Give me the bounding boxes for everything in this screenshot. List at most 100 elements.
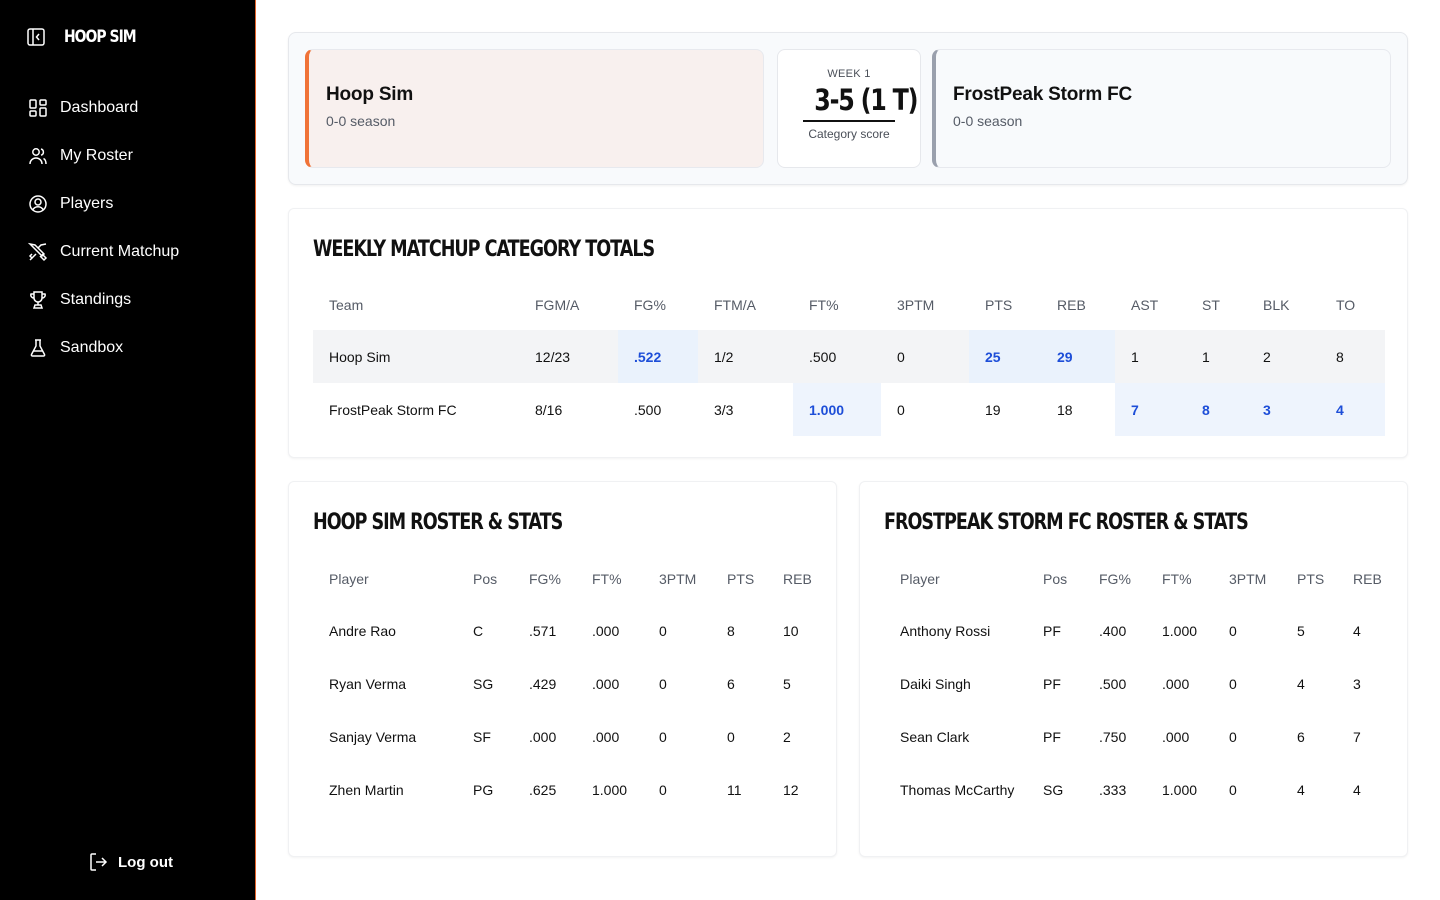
column-header: REB: [783, 571, 812, 587]
away-roster-panel: FrostPeak Storm FC Roster & Stats Player…: [859, 481, 1408, 857]
player-name[interactable]: Sanjay Verma: [329, 728, 417, 745]
home-roster-title: Hoop Sim Roster & Stats: [313, 510, 563, 535]
stat-cell: .000: [592, 728, 620, 745]
stat-cell: PF: [1043, 675, 1061, 692]
users-icon: [28, 146, 48, 166]
stat-cell: SG: [1043, 781, 1064, 798]
column-header: FG%: [1099, 571, 1131, 587]
column-header: Player: [329, 571, 369, 587]
column-header: FT%: [592, 571, 622, 587]
player-name[interactable]: Thomas McCarthy: [900, 781, 1015, 798]
column-header: BLK: [1263, 297, 1290, 313]
away-team-name: FrostPeak Storm FC: [953, 84, 1133, 105]
stat-cell: .000: [592, 675, 620, 692]
away-team-card: FrostPeak Storm FC 0-0 season: [932, 49, 1391, 168]
stat-cell: 5: [783, 675, 791, 692]
stat-cell: 6: [1297, 728, 1305, 745]
stat-cell: 8/16: [519, 383, 618, 436]
main-content: Hoop Sim 0-0 season WEEK 1 3-5 (1 T) Cat…: [256, 0, 1440, 900]
stat-cell: 0: [659, 622, 667, 639]
brand-name: HOOP SIM: [64, 27, 137, 47]
stat-cell: .500: [1099, 675, 1127, 692]
stat-cell: .500: [618, 383, 698, 436]
player-name[interactable]: Zhen Martin: [329, 781, 404, 798]
stat-cell: 0: [659, 781, 667, 798]
stat-cell: 0: [727, 728, 735, 745]
table-row: FrostPeak Storm FC 8/16 .500 3/3 1.000 0…: [313, 383, 1385, 436]
trophy-icon: [28, 290, 48, 310]
sidebar-item-dashboard[interactable]: Dashboard: [28, 92, 179, 124]
column-header: 3PTM: [659, 571, 697, 587]
player-name[interactable]: Ryan Verma: [329, 675, 407, 692]
stat-cell-winner: 25: [969, 330, 1041, 383]
home-roster-table: Player Pos FG% FT% 3PTM PTS REB Andre Ra…: [313, 554, 817, 816]
stat-cell: SG: [473, 675, 494, 692]
category-totals-title: Weekly Matchup Category Totals: [313, 237, 655, 262]
column-header: Pos: [1043, 571, 1068, 587]
sidebar-item-my-roster[interactable]: My Roster: [28, 140, 179, 172]
stat-cell-winner: 8: [1186, 383, 1247, 436]
away-roster-title: FrostPeak Storm FC Roster & Stats: [884, 510, 1249, 535]
stat-cell: 6: [727, 675, 735, 692]
stat-cell: 12/23: [519, 330, 618, 383]
stat-cell-winner: 29: [1041, 330, 1115, 383]
sidebar-nav: Dashboard My Roster Players: [28, 92, 179, 380]
stat-cell: 0: [1229, 781, 1237, 798]
stat-cell-winner: .522: [618, 330, 698, 383]
stat-cell: 4: [1353, 622, 1361, 639]
sidebar-item-current-matchup[interactable]: Current Matchup: [28, 236, 179, 268]
logout-icon: [88, 852, 108, 872]
stat-cell: 0: [1229, 622, 1237, 639]
stat-cell: 1.000: [1162, 781, 1198, 798]
stat-cell-winner: 1.000: [793, 383, 881, 436]
player-name[interactable]: Sean Clark: [900, 728, 970, 745]
sidebar-collapse-icon[interactable]: [27, 28, 45, 46]
team-cell: FrostPeak Storm FC: [313, 383, 519, 436]
table-row: Sean Clark PF .750 .000 0 6 7: [884, 710, 1387, 763]
sidebar-item-standings[interactable]: Standings: [28, 284, 179, 316]
stat-cell: 12: [783, 781, 799, 798]
column-header: FG%: [529, 571, 561, 587]
column-header: TO: [1336, 297, 1356, 313]
home-roster-panel: Hoop Sim Roster & Stats Player Pos FG% F…: [288, 481, 837, 857]
stat-cell: SF: [473, 728, 491, 745]
table-header-row: Player Pos FG% FT% 3PTM PTS REB: [313, 554, 817, 604]
away-roster-table: Player Pos FG% FT% 3PTM PTS REB Anthony …: [884, 554, 1387, 816]
away-team-record: 0-0 season: [953, 113, 1023, 129]
player-name[interactable]: Andre Rao: [329, 622, 396, 639]
column-header: FTM/A: [714, 297, 756, 313]
stat-cell: .625: [529, 781, 557, 798]
sidebar-item-sandbox[interactable]: Sandbox: [28, 332, 179, 364]
column-header: 3PTM: [1229, 571, 1267, 587]
stat-cell: PF: [1043, 622, 1061, 639]
column-header: PTS: [985, 297, 1013, 313]
stat-cell: .000: [529, 728, 557, 745]
stat-cell: 1: [1115, 330, 1186, 383]
stat-cell: .571: [529, 622, 557, 639]
stat-cell: 0: [881, 330, 969, 383]
category-score-card: WEEK 1 3-5 (1 T) Category score: [777, 49, 921, 168]
table-header-row: Player Pos FG% FT% 3PTM PTS REB: [884, 554, 1387, 604]
stat-cell: 4: [1297, 675, 1305, 692]
sidebar-item-players[interactable]: Players: [28, 188, 179, 220]
column-header: FG%: [634, 297, 666, 313]
player-name[interactable]: Anthony Rossi: [900, 622, 991, 639]
stat-cell: 10: [783, 622, 799, 639]
stat-cell: 3: [1353, 675, 1361, 692]
home-team-card: Hoop Sim 0-0 season: [305, 49, 764, 168]
sidebar-item-label: Sandbox: [60, 339, 124, 356]
stat-cell: 4: [1353, 781, 1361, 798]
stat-cell: 0: [1229, 728, 1237, 745]
dashboard-icon: [28, 98, 48, 118]
player-name[interactable]: Daiki Singh: [900, 675, 971, 692]
stat-cell: C: [473, 622, 484, 639]
stat-cell: PG: [473, 781, 494, 798]
stat-cell: .750: [1099, 728, 1127, 745]
sidebar-item-label: Dashboard: [60, 99, 139, 116]
stat-cell: 1: [1186, 330, 1247, 383]
stat-cell: .000: [592, 622, 620, 639]
table-row: Anthony Rossi PF .400 1.000 0 5 4: [884, 604, 1387, 657]
logout-button[interactable]: Log out: [88, 852, 173, 872]
table-row: Daiki Singh PF .500 .000 0 4 3: [884, 657, 1387, 710]
category-score-text: 3-5 (1 T): [814, 83, 918, 117]
